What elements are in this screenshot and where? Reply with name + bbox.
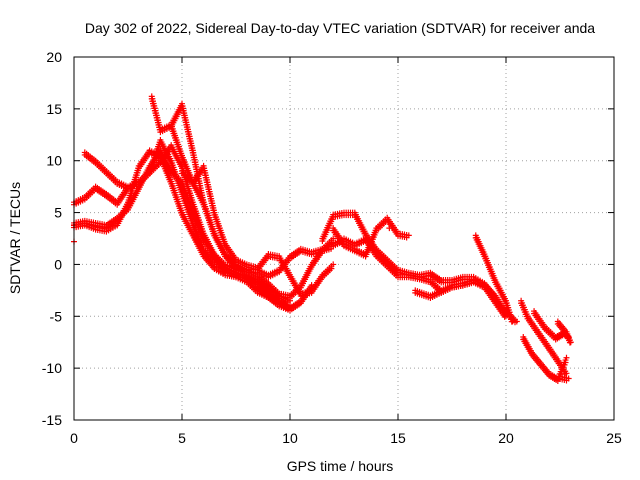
- data-point: [565, 375, 572, 382]
- y-tick-label: 5: [54, 205, 62, 221]
- y-tick-label: -15: [42, 412, 62, 428]
- data-point: [330, 235, 337, 242]
- data-point: [328, 265, 335, 272]
- series-track-15: [531, 308, 572, 343]
- plot-frame: [73, 56, 615, 421]
- y-tick-label: 20: [46, 49, 62, 65]
- x-tick-label: 0: [70, 430, 78, 446]
- y-tick-label: 0: [54, 256, 62, 272]
- data-point: [562, 359, 569, 366]
- axis-ticks: 0 5 10 15 20 25 -15 -10 -5 0 5 10 15 20: [42, 49, 622, 446]
- data-point: [503, 313, 509, 320]
- x-axis-label: GPS time / hours: [287, 458, 394, 474]
- x-tick-label: 10: [282, 430, 298, 446]
- y-axis-label: SDTVAR / TECUs: [7, 182, 23, 294]
- series-track-10: [330, 214, 412, 260]
- chart-title: Day 302 of 2022, Sidereal Day-to-day VTE…: [85, 20, 595, 36]
- series-track-11: [412, 276, 499, 302]
- data-point: [287, 304, 293, 311]
- series-track-17: [557, 373, 572, 384]
- series-track-16: [554, 318, 574, 346]
- data-point: [330, 261, 337, 268]
- series-track-7: [179, 168, 337, 281]
- data-point: [509, 318, 516, 325]
- data-marks: [71, 93, 574, 385]
- y-tick-label: 10: [46, 153, 62, 169]
- data-point: [405, 232, 412, 239]
- x-tick-label: 20: [498, 430, 514, 446]
- outlier-point: [386, 225, 393, 232]
- data-point: [492, 292, 499, 299]
- y-tick-label: -5: [50, 308, 63, 324]
- data-point: [563, 354, 570, 361]
- series-track-12: [472, 232, 516, 325]
- y-tick-label: 15: [46, 101, 62, 117]
- data-point: [308, 282, 315, 289]
- x-tick-label: 5: [178, 430, 186, 446]
- x-tick-label: 25: [606, 430, 622, 446]
- data-point: [567, 339, 574, 346]
- y-tick-label: -10: [42, 360, 62, 376]
- x-tick-label: 15: [390, 430, 406, 446]
